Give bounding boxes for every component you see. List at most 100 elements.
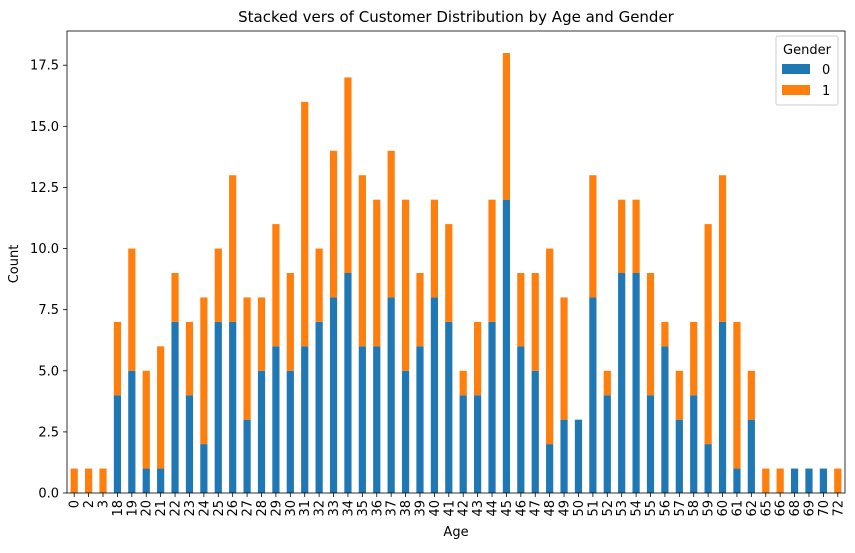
x-tick-label: 55 xyxy=(644,500,659,517)
bar-age-24-gender-0 xyxy=(200,444,208,493)
bar-age-49-gender-0 xyxy=(560,419,568,493)
bar-age-41-gender-1 xyxy=(445,224,453,322)
x-tick-label: 59 xyxy=(702,500,717,517)
x-tick-label: 34 xyxy=(341,500,356,517)
x-tick-label: 42 xyxy=(457,500,472,517)
x-tick-label: 35 xyxy=(356,500,371,517)
bar-age-69-gender-0 xyxy=(805,468,813,493)
y-tick-label: 0.0 xyxy=(38,487,59,502)
bar-age-54-gender-1 xyxy=(632,199,640,273)
bar-age-28-gender-1 xyxy=(257,297,266,371)
bar-age-56-gender-1 xyxy=(661,321,669,347)
x-tick-label: 27 xyxy=(241,500,256,517)
bar-age-58-gender-1 xyxy=(690,321,698,396)
bar-age-38-gender-0 xyxy=(401,370,410,493)
x-tick-label: 29 xyxy=(269,500,284,517)
legend-swatch-1 xyxy=(782,85,810,95)
bar-age-44-gender-1 xyxy=(488,199,496,322)
bar-age-26-gender-0 xyxy=(229,321,237,493)
bar-age-41-gender-0 xyxy=(445,321,453,493)
x-tick-label: 56 xyxy=(658,500,673,517)
bar-age-19-gender-1 xyxy=(128,248,136,371)
bar-age-27-gender-1 xyxy=(243,297,251,420)
bar-age-50-gender-0 xyxy=(574,419,583,493)
bar-age-27-gender-0 xyxy=(243,419,251,493)
y-tick-label: 2.5 xyxy=(38,425,59,440)
bar-age-60-gender-1 xyxy=(718,175,727,322)
bar-age-60-gender-0 xyxy=(718,321,727,493)
bar-age-21-gender-0 xyxy=(157,468,165,493)
bar-age-42-gender-0 xyxy=(459,395,467,493)
legend-label-0: 0 xyxy=(822,63,830,78)
bar-age-29-gender-1 xyxy=(272,224,280,347)
x-tick-label: 30 xyxy=(284,500,299,517)
y-tick-label: 15.0 xyxy=(30,120,59,135)
bar-age-36-gender-1 xyxy=(373,199,381,347)
bar-age-51-gender-1 xyxy=(589,175,597,298)
bar-age-29-gender-0 xyxy=(272,346,280,493)
x-tick-label: 48 xyxy=(543,500,558,517)
bar-age-26-gender-1 xyxy=(229,175,237,322)
y-tick-label: 17.5 xyxy=(30,59,59,74)
x-tick-label: 41 xyxy=(442,500,457,517)
x-tick-label: 72 xyxy=(831,500,846,517)
x-tick-label: 66 xyxy=(774,500,789,517)
bar-age-47-gender-1 xyxy=(531,273,539,371)
axes-layer: 0.02.55.07.510.012.515.017.50 2 3 18 19 20 21 2… xyxy=(30,30,846,517)
bar-age-24-gender-1 xyxy=(200,297,208,445)
y-tick-label: 12.5 xyxy=(30,181,59,196)
x-tick-label: 33 xyxy=(327,500,342,517)
bar-age-54-gender-0 xyxy=(632,273,640,493)
x-tick-label: 45 xyxy=(500,500,515,517)
bar-age-40-gender-0 xyxy=(430,297,438,493)
x-tick-label: 52 xyxy=(601,500,616,517)
x-tick-label: 43 xyxy=(471,500,486,517)
x-tick-label: 57 xyxy=(673,500,688,517)
x-tick-label: 40 xyxy=(428,500,443,517)
bar-age-55-gender-0 xyxy=(646,395,655,493)
bar-age-47-gender-0 xyxy=(531,370,539,493)
bar-age-22-gender-0 xyxy=(171,321,179,493)
bar-age-57-gender-0 xyxy=(675,419,683,493)
bar-age-49-gender-1 xyxy=(560,297,568,420)
bar-age-56-gender-0 xyxy=(661,346,669,493)
x-tick-label: 22 xyxy=(169,500,184,517)
bar-age-70-gender-0 xyxy=(819,468,827,493)
bar-age-43-gender-1 xyxy=(474,321,482,396)
bar-age-53-gender-1 xyxy=(618,199,626,273)
bar-age-38-gender-1 xyxy=(401,199,410,371)
bar-age-48-gender-1 xyxy=(546,248,554,445)
x-tick-label: 2 xyxy=(82,500,97,508)
x-tick-label: 65 xyxy=(759,500,774,517)
bar-age-32-gender-0 xyxy=(315,321,323,493)
bar-age-35-gender-0 xyxy=(358,346,366,493)
bar-age-37-gender-0 xyxy=(387,297,395,493)
bar-age-32-gender-1 xyxy=(315,248,323,322)
bar-age-62-gender-0 xyxy=(747,419,755,493)
bar-age-23-gender-0 xyxy=(185,395,194,493)
bar-age-30-gender-0 xyxy=(286,370,294,493)
bar-age-22-gender-1 xyxy=(171,273,179,322)
bar-age-18-gender-0 xyxy=(113,395,122,493)
x-tick-label: 54 xyxy=(630,500,645,517)
bar-age-45-gender-0 xyxy=(502,199,511,494)
bar-age-2-gender-1 xyxy=(85,468,93,493)
y-axis-label: Count xyxy=(7,245,22,284)
x-tick-label: 31 xyxy=(298,500,313,517)
bar-age-66-gender-1 xyxy=(776,468,784,493)
bar-age-23-gender-1 xyxy=(185,321,194,396)
bar-age-62-gender-1 xyxy=(747,370,755,420)
x-tick-label: 49 xyxy=(558,500,573,517)
bar-age-45-gender-1 xyxy=(502,53,511,200)
x-axis-label: Age xyxy=(443,525,468,540)
x-tick-label: 28 xyxy=(255,500,270,517)
bar-age-20-gender-1 xyxy=(142,370,150,469)
x-tick-label: 20 xyxy=(140,500,155,517)
legend-title: Gender xyxy=(783,43,832,58)
x-tick-label: 38 xyxy=(399,500,414,517)
x-tick-label: 37 xyxy=(385,500,400,517)
bar-age-33-gender-1 xyxy=(329,150,338,298)
bar-age-34-gender-0 xyxy=(344,273,352,493)
bar-age-37-gender-1 xyxy=(387,150,395,298)
bar-age-3-gender-1 xyxy=(99,468,107,493)
